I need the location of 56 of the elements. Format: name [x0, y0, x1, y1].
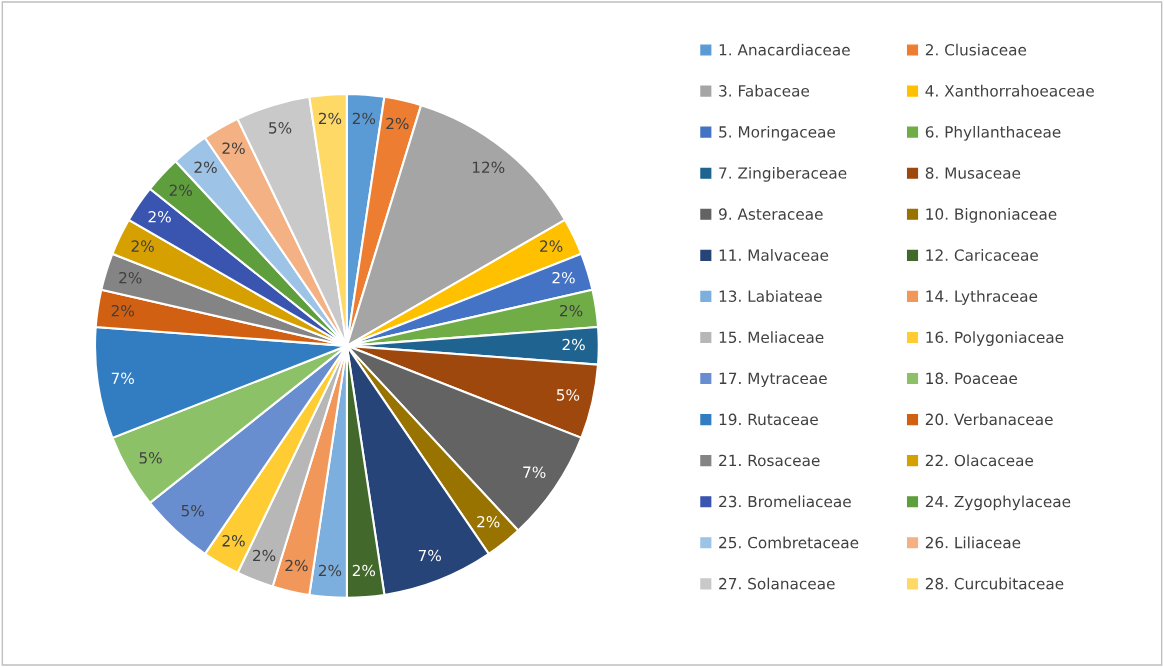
data-label: 2%: [318, 112, 342, 125]
legend-label: 25. Combretaceae: [719, 536, 859, 549]
legend-label: 14. Lythraceae: [926, 290, 1038, 305]
data-label: 12%: [472, 161, 505, 174]
data-label: 2%: [253, 549, 276, 562]
data-label: 2%: [552, 271, 575, 284]
legend-label: 12. Caricaceae: [926, 249, 1038, 261]
legend-label: 4. Xanthorrahoeaceae: [925, 84, 1094, 97]
legend-label: 26. Liliaceae: [925, 536, 1021, 549]
data-label: 2%: [477, 515, 500, 528]
legend-label: 21. Rosaceae: [719, 454, 820, 467]
data-label: 2%: [352, 564, 376, 577]
data-label: 7%: [111, 372, 134, 385]
data-label: 7%: [418, 549, 441, 562]
data-label: 2%: [386, 117, 409, 130]
data-label: 5%: [556, 389, 580, 401]
data-label: 5%: [139, 452, 162, 464]
legend-label: 7. Zingiberaceae: [719, 166, 847, 182]
legend-label: 13. Labiateae: [719, 290, 822, 302]
data-label: 2%: [111, 304, 134, 317]
legend-label: 2. Clusiaceae: [925, 43, 1027, 56]
legend-label: 3. Fabaceae: [719, 84, 810, 97]
legend-label: 22. Olacaceae: [925, 454, 1034, 467]
data-label: 2%: [222, 142, 245, 154]
data-label: 2%: [119, 271, 142, 284]
legend-label: 27. Solanaceae: [719, 577, 835, 590]
legend-label: 28. Curcubitaceae: [925, 577, 1064, 590]
legend-label: 5. Moringaceae: [719, 125, 836, 141]
legend-label: 20. Verbanaceae: [925, 413, 1053, 426]
data-label: 2%: [562, 338, 585, 351]
legend-label: 24. Zygophylaceae: [925, 495, 1071, 511]
legend-label: 15. Meliaceae: [719, 331, 824, 344]
data-label: 2%: [131, 240, 154, 252]
data-label: 2%: [352, 112, 376, 125]
data-label: 7%: [523, 466, 546, 478]
legend-label: 11. Malvaceae: [719, 249, 829, 261]
legend-label: 9. Asteraceae: [719, 208, 823, 220]
data-label: 2%: [285, 559, 308, 572]
legend-label: 19. Rutaceae: [719, 413, 818, 426]
data-label: 2%: [318, 564, 342, 577]
data-label: 2%: [169, 184, 192, 197]
data-label: 2%: [222, 535, 245, 547]
legend-label: 6. Phyllanthaceae: [925, 125, 1061, 141]
legend-label: 17. Mytraceae: [719, 372, 827, 388]
legend-label: 16. Polygoniaceae: [926, 331, 1064, 346]
data-label: 2%: [148, 211, 171, 223]
legend-label: 1. Anacardiaceae: [719, 43, 850, 56]
data-label: 5%: [181, 504, 204, 517]
data-label: 2%: [540, 240, 563, 252]
legend-label: 10. Bignoniaceae: [926, 208, 1057, 223]
legend-label: 23. Bromeliaceae: [719, 495, 851, 508]
legend-label: 8. Musaceae: [925, 167, 1021, 179]
data-label: 2%: [194, 161, 217, 174]
legend-label: 18. Poaceae: [926, 372, 1018, 385]
data-label: 5%: [269, 122, 292, 134]
data-label: 2%: [560, 304, 583, 317]
